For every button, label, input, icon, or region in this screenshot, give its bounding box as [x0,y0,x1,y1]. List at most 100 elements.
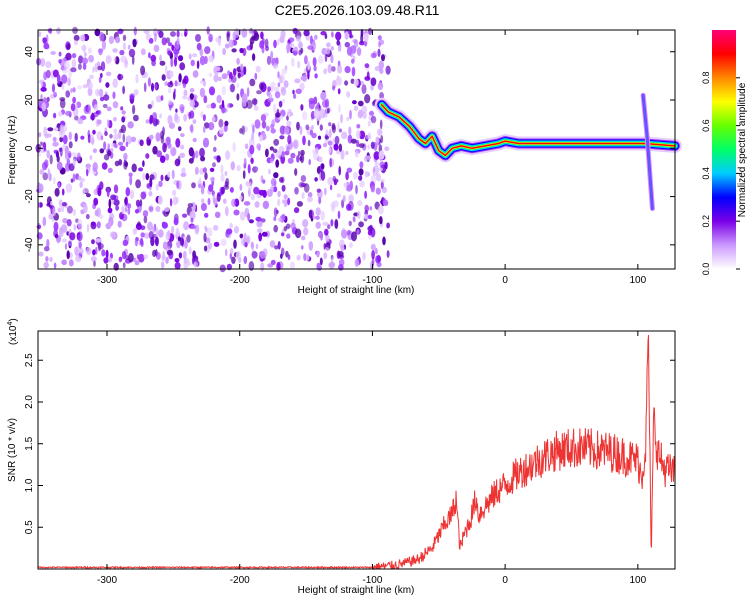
noise-speck [117,131,122,140]
noise-speck [72,87,76,93]
noise-speck [277,71,280,79]
noise-speck [298,41,303,49]
noise-speck [53,262,57,269]
noise-speck [174,258,180,263]
noise-speck [180,144,185,150]
x-tick-label: 0 [502,575,508,586]
noise-speck [371,250,375,260]
noise-speck [55,150,60,158]
noise-speck [265,148,269,158]
noise-speck [346,46,353,56]
noise-speck [267,263,274,268]
noise-speck [380,180,384,190]
noise-speck [52,136,57,142]
noise-speck [82,63,87,70]
noise-speck [119,49,125,56]
noise-speck [90,221,96,226]
noise-speck [300,175,307,183]
noise-speck [261,218,266,223]
noise-speck [59,98,66,109]
noise-speck [94,209,99,217]
noise-speck [191,182,196,189]
noise-speck [40,87,47,92]
noise-speck [248,28,252,35]
noise-speck [294,228,302,239]
noise-speck [232,142,236,152]
noise-speck [287,197,291,206]
noise-speck [308,241,314,251]
noise-speck [231,256,236,264]
noise-speck [252,124,255,134]
noise-speck [356,139,360,148]
noise-speck [318,232,323,239]
noise-speck [340,113,343,124]
noise-speck [93,197,99,206]
noise-speck [367,225,373,232]
noise-speck [36,57,42,66]
noise-speck [53,221,59,232]
noise-speck [92,129,96,135]
noise-speck [165,37,171,44]
noise-speck [267,86,271,92]
noise-speck [220,238,227,247]
noise-speck [101,40,106,50]
noise-speck [148,204,154,214]
noise-speck [43,71,48,81]
noise-speck [128,48,136,58]
noise-speck [370,243,376,251]
noise-speck [304,55,308,65]
noise-speck [46,96,50,102]
noise-speck [348,194,354,204]
noise-speck [179,152,186,158]
noise-speck [66,158,71,167]
noise-speck [115,205,119,211]
noise-speck [200,156,206,162]
noise-speck [294,78,301,84]
noise-speck [179,62,186,71]
noise-speck [43,42,50,50]
noise-speck [373,171,377,177]
noise-speck [145,173,150,181]
noise-speck [367,229,373,236]
noise-speck [46,149,50,159]
noise-speck [239,47,244,54]
noise-speck [178,252,183,259]
noise-speck [357,199,363,207]
noise-speck [107,207,113,214]
x-tick-label: -200 [230,575,250,586]
noise-speck [379,216,383,225]
noise-speck [132,38,137,48]
noise-speck [345,150,349,156]
noise-speck [280,253,283,259]
noise-speck [97,243,104,250]
y-tick-label: -40 [24,237,35,252]
noise-speck [208,72,213,78]
noise-speck [319,124,323,131]
noise-speck [301,245,304,250]
noise-speck [186,234,191,243]
noise-speck [184,239,188,249]
noise-speck [270,50,274,60]
noise-speck [99,148,105,154]
noise-speck [254,201,260,208]
noise-speck [219,127,224,135]
noise-speck [43,97,47,103]
noise-speck [311,125,314,130]
noise-speck [99,96,105,102]
noise-speck [176,30,180,38]
noise-speck [302,219,309,228]
noise-speck [107,119,110,128]
colorbar-tick-label: 0.4 [701,167,711,180]
noise-speck [183,221,190,231]
noise-speck [234,28,240,38]
noise-speck [208,33,213,43]
colorbar-tick-label: 0.0 [701,263,711,276]
noise-speck [320,91,327,101]
noise-speck [54,233,59,239]
noise-speck [156,150,163,158]
noise-speck [121,251,127,260]
noise-speck [129,93,136,100]
noise-speck [191,150,195,161]
noise-speck [92,249,96,256]
noise-speck [59,230,64,238]
